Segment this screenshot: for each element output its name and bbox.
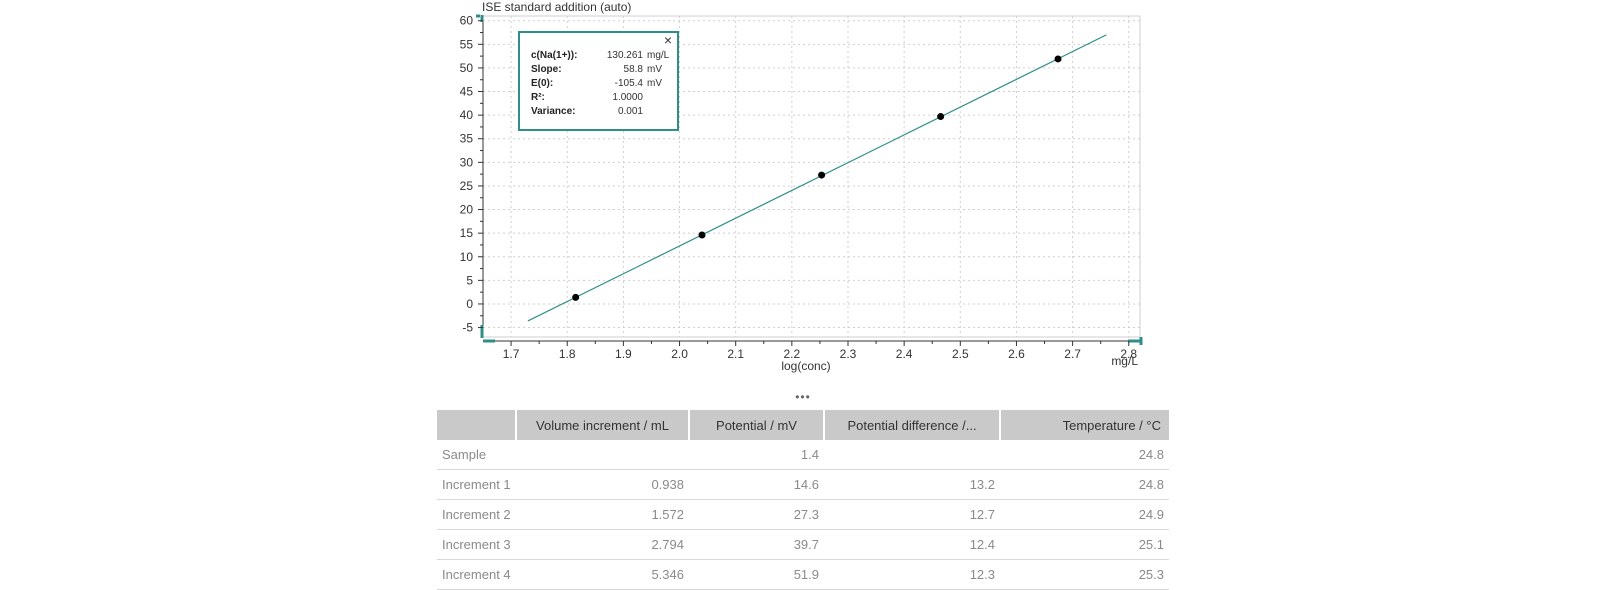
x-tick-label: 2.3 (840, 347, 857, 361)
column-header-potential-difference[interactable]: Potential difference /... (824, 410, 1001, 440)
cell-temperature: 25.3 (1000, 559, 1169, 590)
x-tick-label: 1.7 (503, 347, 520, 361)
table-row[interactable]: Increment 2 1.572 27.3 12.7 24.9 (437, 499, 1169, 530)
info-value: 58.8 (623, 64, 643, 75)
data-point (698, 231, 706, 239)
info-label: Variance: (531, 106, 576, 117)
cell-potential-difference: 13.2 (824, 469, 1000, 500)
y-tick-label: 0 (466, 297, 473, 311)
y-tick-label: 5 (466, 273, 473, 287)
x-tick-label: 1.9 (615, 347, 632, 361)
table-row[interactable]: Increment 4 5.346 51.9 12.3 25.3 (437, 559, 1169, 590)
y-tick-label: 10 (460, 250, 474, 264)
table-row[interactable]: Sample 1.4 24.8 (437, 440, 1169, 470)
cell-volume: 1.572 (516, 499, 689, 530)
cell-row-name: Increment 1 (437, 469, 516, 500)
cell-row-name: Increment 2 (437, 499, 516, 530)
y-tick-label: 55 (460, 37, 474, 51)
cell-potential: 27.3 (689, 499, 824, 530)
data-point (572, 293, 580, 301)
x-tick-label: 1.8 (559, 347, 576, 361)
cell-potential: 1.4 (689, 440, 824, 470)
x-tick-label: 2.1 (727, 347, 744, 361)
data-point (1054, 55, 1062, 63)
cell-potential-difference: 12.4 (824, 529, 1000, 560)
x-tick-label: 2.4 (896, 347, 913, 361)
cell-volume: 2.794 (516, 529, 689, 560)
ise-chart[interactable]: ISE standard addition (auto) -5 0 5 10 15 20 2… (432, 0, 1172, 390)
grid-lines (483, 16, 1140, 337)
cell-potential-difference: 12.3 (824, 559, 1000, 590)
column-header-name[interactable] (437, 410, 517, 440)
cell-temperature: 24.9 (1000, 499, 1169, 530)
cell-row-name: Increment 3 (437, 529, 516, 560)
cell-volume: 0.938 (516, 469, 689, 500)
info-unit: mg/L (647, 50, 670, 61)
cell-temperature: 24.8 (1000, 469, 1169, 500)
panel-splitter-handle[interactable]: ••• (795, 390, 811, 404)
cell-potential-difference: 12.7 (824, 499, 1000, 530)
x-axis-label: log(conc) (781, 359, 830, 373)
info-label: Slope: (531, 64, 562, 75)
table-row[interactable]: Increment 1 0.938 14.6 13.2 24.8 (437, 469, 1169, 500)
info-label: c(Na(1+)): (531, 50, 578, 61)
cell-potential: 51.9 (689, 559, 824, 590)
cell-potential: 14.6 (689, 469, 824, 500)
y-tick-label: 40 (460, 108, 474, 122)
result-info-box: × c(Na(1+)): 130.261 mg/L Slope: 58.8 mV… (518, 31, 679, 131)
x-tick-label: 2.2 (784, 347, 801, 361)
info-unit: mV (647, 78, 662, 89)
x-tick-label: 2.0 (671, 347, 688, 361)
cell-volume (516, 440, 689, 470)
column-header-potential[interactable]: Potential / mV (689, 410, 825, 440)
info-value: 0.001 (617, 106, 643, 117)
info-value: 1.0000 (612, 92, 643, 103)
axes (476, 14, 1143, 346)
x-tick-label: 2.5 (952, 347, 969, 361)
cell-row-name: Increment 4 (437, 559, 516, 590)
chart-title: ISE standard addition (auto) (482, 0, 631, 14)
data-points-layer (572, 55, 1062, 301)
info-value: 130.261 (606, 50, 643, 61)
y-tick-label: 50 (460, 61, 474, 75)
x-axis-unit: mg/L (1111, 354, 1138, 368)
column-header-temperature[interactable]: Temperature / °C (1000, 410, 1169, 440)
increments-table: Volume increment / mL Potential / mV Pot… (437, 410, 1169, 590)
cell-temperature: 24.8 (1000, 440, 1169, 470)
y-tick-label: -5 (462, 321, 473, 335)
column-header-volume[interactable]: Volume increment / mL (516, 410, 690, 440)
x-tick-label: 2.8 (1120, 347, 1137, 361)
info-label: R²: (531, 92, 545, 103)
cell-volume: 5.346 (516, 559, 689, 590)
info-row-concentration: c(Na(1+)): 130.261 mg/L (531, 49, 671, 63)
info-row-slope: Slope: 58.8 mV (531, 63, 671, 77)
y-tick-label: 15 (460, 226, 474, 240)
table-header-row: Volume increment / mL Potential / mV Pot… (437, 410, 1169, 440)
y-tick-label: 30 (460, 155, 474, 169)
close-icon[interactable]: × (663, 32, 673, 48)
info-unit: mV (647, 64, 662, 75)
cell-potential-difference (824, 440, 1000, 470)
y-tick-label: 60 (460, 14, 474, 28)
x-tick-label: 2.6 (1008, 347, 1025, 361)
data-point (818, 171, 826, 179)
table-row[interactable]: Increment 3 2.794 39.7 12.4 25.1 (437, 529, 1169, 560)
y-tick-label: 25 (460, 179, 474, 193)
cell-temperature: 25.1 (1000, 529, 1169, 560)
regression-line-layer (527, 34, 1107, 322)
y-tick-label: 35 (460, 132, 474, 146)
regression-line (527, 34, 1107, 322)
info-row-variance: Variance: 0.001 (531, 105, 671, 119)
y-tick-label: 20 (460, 203, 474, 217)
info-label: E(0): (531, 78, 554, 89)
cell-potential: 39.7 (689, 529, 824, 560)
info-row-r-squared: R²: 1.0000 (531, 91, 671, 105)
tick-labels: -5 0 5 10 15 20 25 30 35 40 45 50 55 60 1.7 1.8 1.9 2.0 2.… (460, 14, 1138, 361)
cell-row-name: Sample (437, 440, 516, 470)
x-tick-label: 2.7 (1064, 347, 1081, 361)
data-point (937, 113, 945, 121)
info-value: -105.4 (614, 78, 643, 89)
info-row-e0: E(0): -105.4 mV (531, 77, 671, 91)
y-tick-label: 45 (460, 85, 474, 99)
